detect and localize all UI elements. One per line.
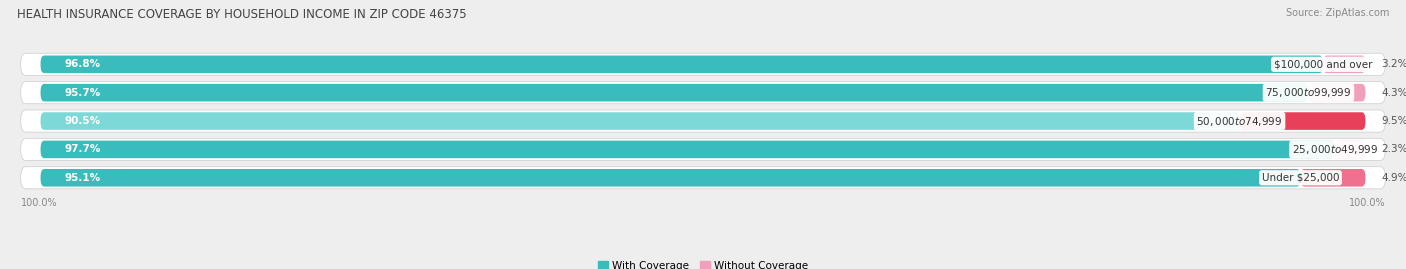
Text: 96.8%: 96.8% bbox=[65, 59, 101, 69]
Text: 97.7%: 97.7% bbox=[65, 144, 101, 154]
Text: $25,000 to $49,999: $25,000 to $49,999 bbox=[1292, 143, 1378, 156]
Text: 9.5%: 9.5% bbox=[1381, 116, 1406, 126]
Text: HEALTH INSURANCE COVERAGE BY HOUSEHOLD INCOME IN ZIP CODE 46375: HEALTH INSURANCE COVERAGE BY HOUSEHOLD I… bbox=[17, 8, 467, 21]
Text: $100,000 and over: $100,000 and over bbox=[1274, 59, 1372, 69]
Text: $50,000 to $74,999: $50,000 to $74,999 bbox=[1197, 115, 1282, 128]
FancyBboxPatch shape bbox=[21, 167, 1385, 189]
Text: 90.5%: 90.5% bbox=[65, 116, 101, 126]
Text: Source: ZipAtlas.com: Source: ZipAtlas.com bbox=[1285, 8, 1389, 18]
FancyBboxPatch shape bbox=[41, 169, 1301, 187]
Text: 100.0%: 100.0% bbox=[1348, 198, 1385, 208]
FancyBboxPatch shape bbox=[41, 112, 1240, 130]
FancyBboxPatch shape bbox=[1240, 112, 1365, 130]
Text: 95.7%: 95.7% bbox=[65, 88, 101, 98]
Legend: With Coverage, Without Coverage: With Coverage, Without Coverage bbox=[593, 257, 813, 269]
Text: 2.3%: 2.3% bbox=[1381, 144, 1406, 154]
FancyBboxPatch shape bbox=[21, 110, 1385, 132]
FancyBboxPatch shape bbox=[21, 82, 1385, 104]
Text: 100.0%: 100.0% bbox=[21, 198, 58, 208]
FancyBboxPatch shape bbox=[1301, 169, 1365, 187]
Text: 4.3%: 4.3% bbox=[1381, 88, 1406, 98]
FancyBboxPatch shape bbox=[41, 141, 1334, 158]
FancyBboxPatch shape bbox=[1309, 84, 1365, 101]
FancyBboxPatch shape bbox=[41, 55, 1323, 73]
Text: Under $25,000: Under $25,000 bbox=[1261, 173, 1340, 183]
Text: 4.9%: 4.9% bbox=[1381, 173, 1406, 183]
FancyBboxPatch shape bbox=[41, 84, 1309, 101]
FancyBboxPatch shape bbox=[21, 53, 1385, 75]
FancyBboxPatch shape bbox=[21, 138, 1385, 161]
Text: $75,000 to $99,999: $75,000 to $99,999 bbox=[1265, 86, 1351, 99]
Text: 95.1%: 95.1% bbox=[65, 173, 101, 183]
Text: 3.2%: 3.2% bbox=[1381, 59, 1406, 69]
FancyBboxPatch shape bbox=[1323, 55, 1365, 73]
FancyBboxPatch shape bbox=[1334, 141, 1365, 158]
